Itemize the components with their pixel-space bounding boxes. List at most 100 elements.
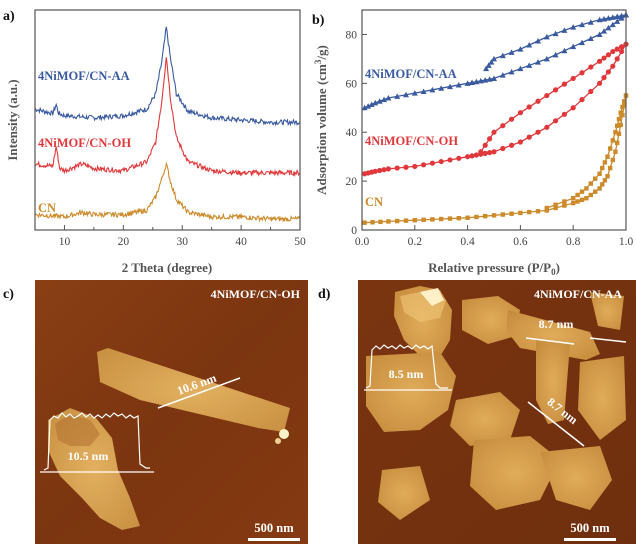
bet-aa-point	[508, 68, 515, 75]
bet-oh-point	[561, 111, 568, 117]
xrd-label-cn: CN	[38, 201, 56, 215]
afm-c-title: 4NiMOF/CN-OH	[211, 287, 301, 301]
bet-xtick-label: 0.0	[355, 236, 370, 248]
bet-aa-point	[403, 91, 409, 98]
xrd-chart: 10 20 30 40 50 2 Theta (degree) Intensity (a…	[5, 9, 306, 275]
bet-xtick-label: 0.6	[513, 236, 528, 248]
afm-d-flake-8	[578, 356, 626, 440]
bet-ytick-label: 60	[346, 78, 358, 90]
bet-oh-point	[377, 167, 383, 174]
bet-aa-point	[535, 59, 541, 65]
bet-oh-point	[535, 129, 541, 135]
bet-cn-point	[607, 146, 613, 151]
bet-aa-point	[526, 42, 533, 48]
afm-c-scale-label: 500 nm	[254, 521, 294, 535]
bet-aa-point	[543, 55, 550, 62]
bet-oh-point	[491, 149, 497, 155]
bet-oh-point	[429, 160, 435, 166]
bet-aa-point	[561, 27, 568, 33]
bet-oh-point	[597, 58, 603, 64]
bet-cn-point	[584, 196, 589, 201]
bet-oh-point	[570, 75, 576, 82]
xrd-xtick-label: 20	[118, 236, 130, 248]
bet-cn-point	[430, 217, 435, 222]
bet-oh-point	[438, 158, 444, 165]
bet-cn-point	[403, 218, 409, 223]
bet-oh-point	[588, 88, 594, 95]
bet-frame	[361, 9, 627, 231]
bet-aa-point	[381, 96, 387, 103]
bet-oh-point	[544, 92, 550, 99]
bet-aa-point	[579, 21, 585, 28]
afm-d-scale-bar	[564, 538, 616, 541]
bet-cn-point	[483, 213, 488, 219]
bet-label-oh: 4NiMOF/CN-OH	[365, 134, 458, 148]
bet-cn-point	[622, 99, 627, 104]
bet-cn-point	[597, 171, 602, 176]
afm-d-flake-6	[366, 352, 456, 432]
bet-aa-point	[368, 101, 375, 108]
bet-aa-point	[420, 88, 427, 94]
bet-cn-point	[607, 165, 613, 171]
bet-oh-point	[372, 168, 378, 174]
bet-aa-point	[614, 13, 621, 20]
afm-image-d: 8.7 nm 8.5 nm 8.7 nm 4NiMOF/CN-AA 500 nm	[358, 280, 636, 544]
bet-oh-point	[447, 157, 453, 163]
bet-oh-point	[491, 129, 497, 135]
bet-oh-point	[526, 134, 532, 140]
bet-cn-point	[575, 192, 580, 198]
bet-oh-point	[553, 87, 559, 93]
bet-aa-point	[499, 72, 506, 78]
bet-cn-point	[613, 149, 618, 154]
bet-cn-point	[412, 218, 417, 223]
afm-c-height-profile	[43, 412, 150, 471]
bet-oh-point	[412, 163, 418, 170]
bet-aa-point	[411, 90, 418, 96]
bet-aa-point	[601, 28, 607, 34]
xrd-series-aa	[34, 26, 301, 127]
bet-aa-point	[609, 21, 616, 28]
bet-oh-point	[605, 52, 612, 58]
xrd-frame	[34, 9, 301, 231]
bet-cn-point	[597, 186, 602, 191]
bet-aa-point	[508, 49, 515, 55]
bet-aa-point	[486, 76, 493, 82]
bet-cn-point	[500, 212, 505, 217]
bet-aa-point	[376, 98, 383, 104]
bet-oh-point	[610, 48, 616, 55]
bet-aa-point	[570, 24, 577, 30]
bet-cn-point	[535, 209, 541, 214]
bet-aa-point	[614, 18, 621, 24]
bet-cn-point	[600, 182, 605, 187]
bet-oh-point	[526, 104, 532, 110]
bet-aa-point	[596, 16, 603, 23]
bet-cn-point	[620, 112, 625, 118]
bet-oh-point	[482, 142, 488, 148]
xrd-xtick-label: 40	[235, 236, 247, 248]
bet-cn-point	[456, 215, 461, 221]
bet-cn-point	[605, 174, 610, 179]
bet-cn-point	[518, 210, 523, 216]
bet-oh-point	[403, 164, 409, 170]
bet-cn-point	[584, 186, 589, 191]
bet-cn-point	[615, 140, 620, 146]
afm-d-line-3	[527, 401, 585, 447]
bet-oh-adsorption	[364, 43, 627, 175]
bet-xlabel: Relative pressure (P/P0)	[428, 260, 560, 277]
bet-aa-point	[596, 31, 603, 37]
bet-oh-point	[469, 153, 475, 159]
panel-letter-c: c)	[3, 287, 14, 302]
panel-letter-d: d)	[318, 287, 331, 302]
bet-curves	[361, 11, 629, 225]
bet-ytick-label: 80	[346, 29, 358, 41]
bet-oh-point	[509, 142, 515, 148]
afm-d-flake-9	[470, 436, 560, 510]
bet-label-cn: CN	[365, 195, 383, 209]
afm-d-height-profile	[365, 344, 448, 389]
bet-cn-point	[509, 211, 514, 216]
bet-aa-desorption	[485, 14, 627, 70]
bet-chart: 0.0 0.2 0.4 0.6 0.8 1.0 0 20 40 60 80 Relative pre…	[313, 9, 633, 277]
bet-aa-point	[601, 15, 607, 22]
bet-cn-point	[618, 110, 623, 115]
